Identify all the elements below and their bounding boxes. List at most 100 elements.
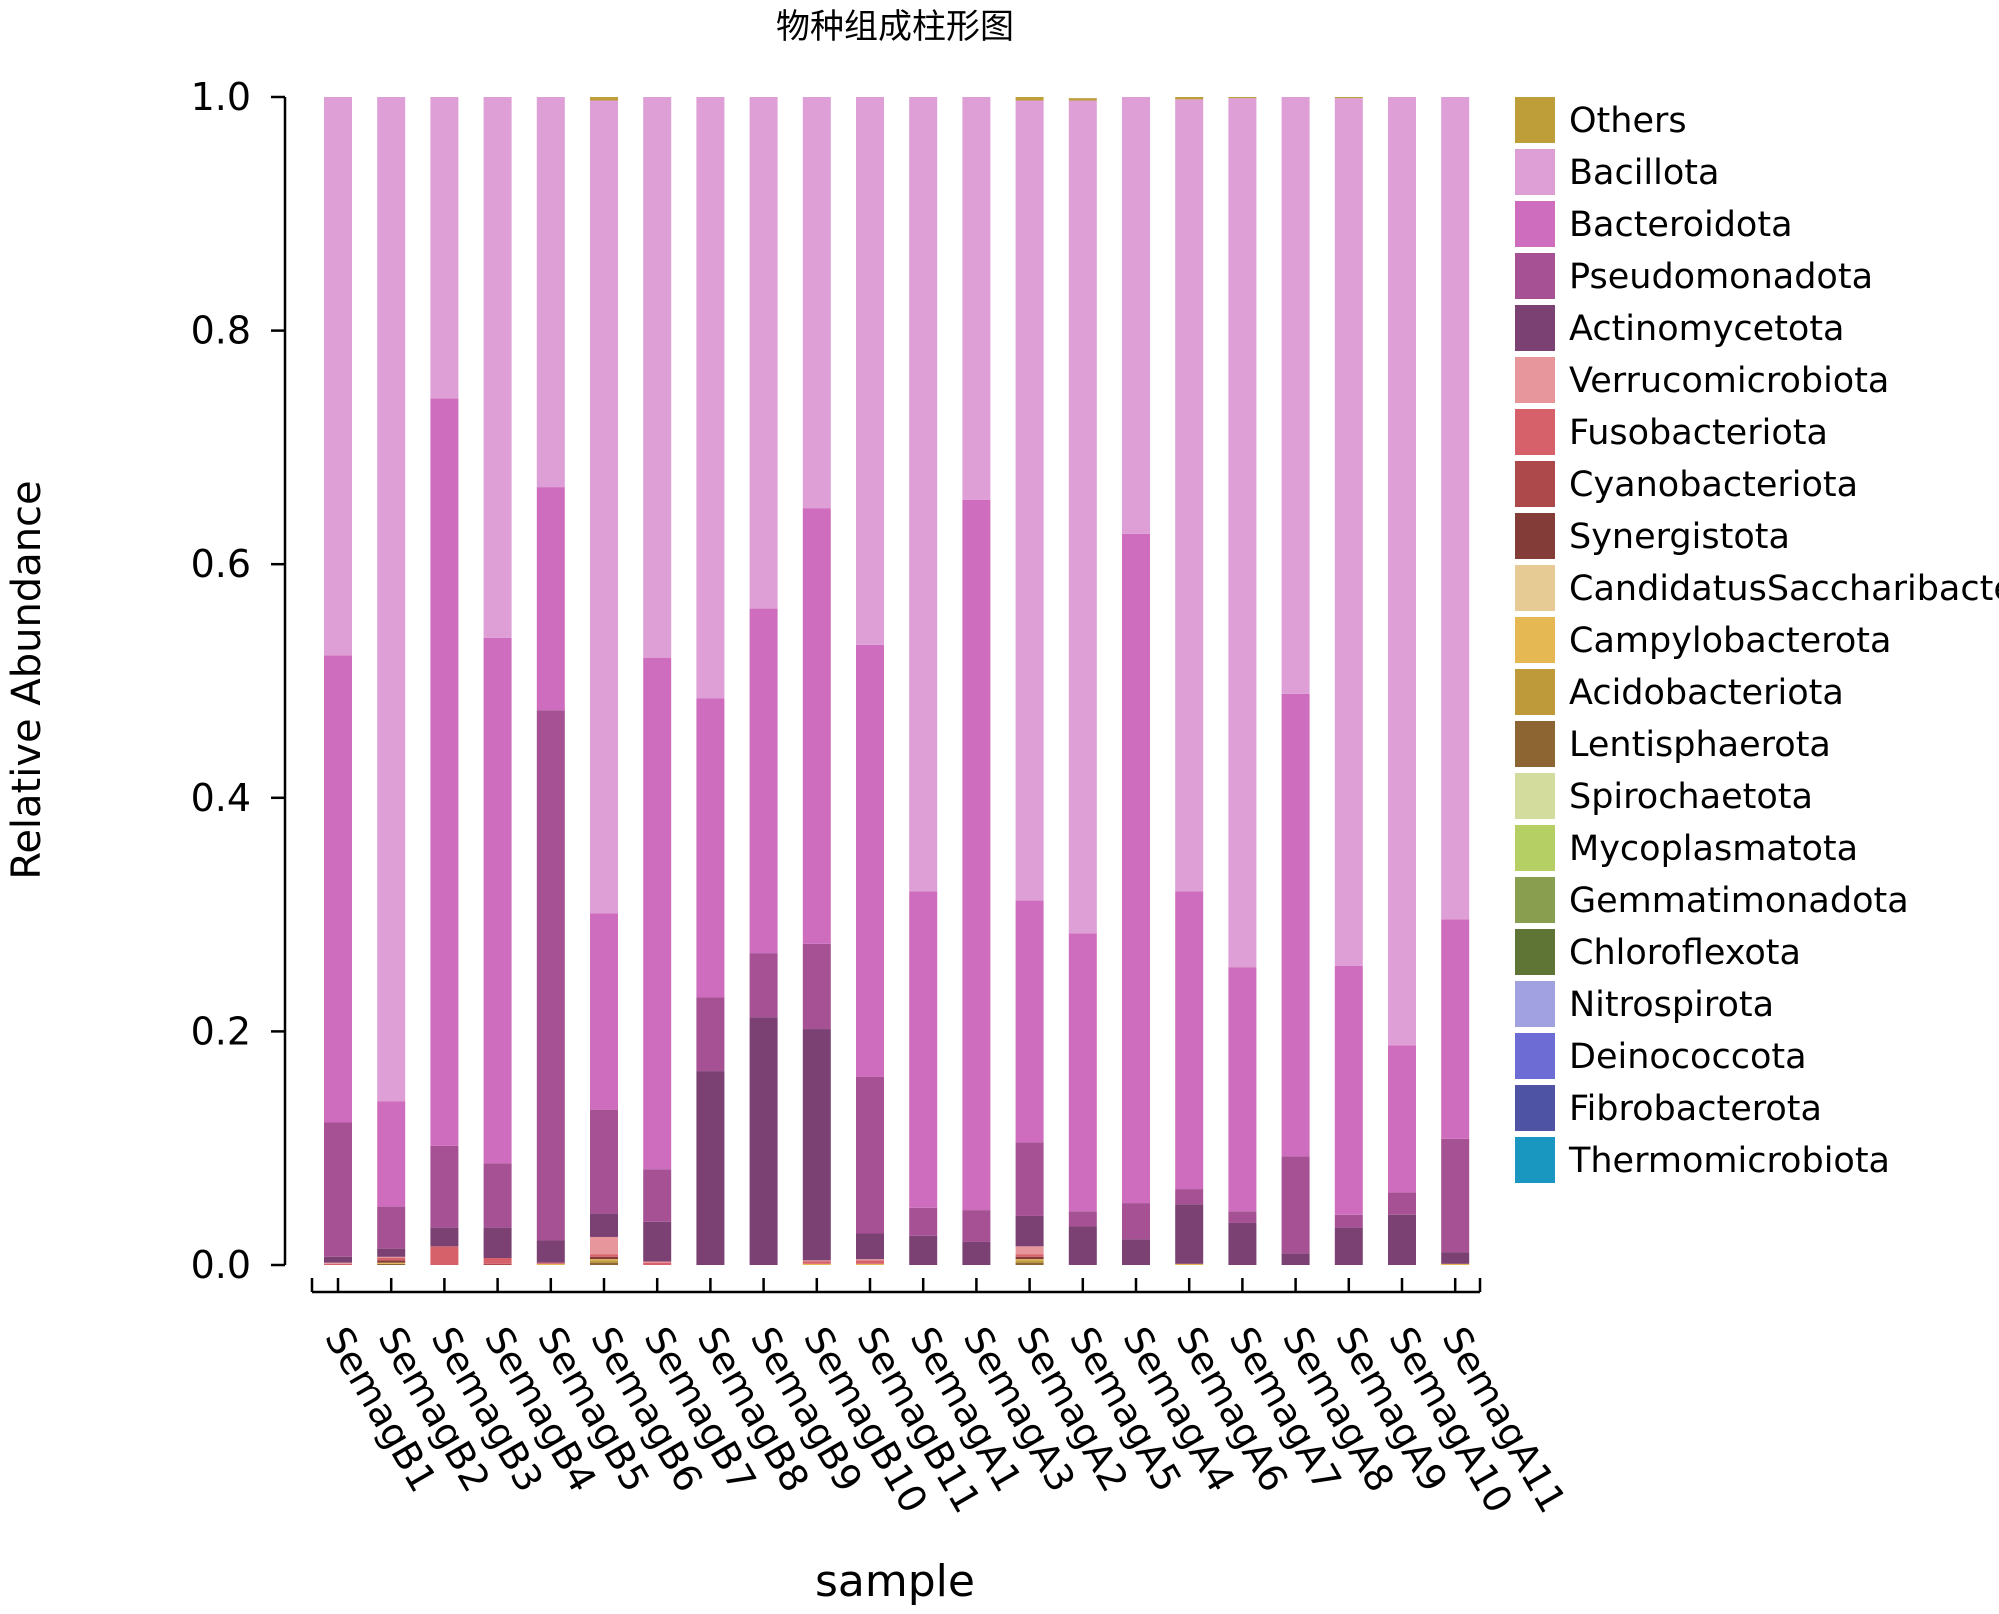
- legend-label: Cyanobacteriota: [1569, 465, 1858, 505]
- bar-segment-semagb11-verrucomicrobiota: [856, 1259, 884, 1261]
- legend-label: Synergistota: [1569, 517, 1790, 557]
- bar-segment-semaga5-actinomycetota: [1068, 1226, 1097, 1265]
- bar-segment-semagb6-lentisphaerota: [590, 1262, 618, 1265]
- bar-segment-semagb7-actinomycetota: [643, 1221, 672, 1262]
- bar-segment-semaga2-actinomycetota: [1015, 1215, 1044, 1247]
- bar-segment-semagb1-bacillota: [324, 97, 352, 656]
- bar-segment-semaga1-pseudomonadota: [909, 1207, 938, 1236]
- bar-segment-semagb10-bacillota: [802, 97, 831, 509]
- bar-segment-semagb6-acidobacteriota: [590, 1260, 618, 1263]
- bar-segment-semaga2-campylobacterota: [1015, 1259, 1044, 1261]
- bar-segment-semaga9-others: [1334, 97, 1363, 99]
- bar-segment-semagb1-bacteroidota: [324, 655, 352, 1123]
- bar-segment-semagb11-campylobacterota: [856, 1263, 884, 1265]
- bar-stack-semagb10: [802, 97, 831, 1265]
- bar-segment-semagb4-cyanobacteriota: [483, 1263, 512, 1265]
- bars-group: [324, 97, 1470, 1265]
- legend-label: Deinococcota: [1569, 1037, 1807, 1077]
- bar-segment-semaga9-bacteroidota: [1334, 965, 1363, 1215]
- legend-item-fusobacteriota: Fusobacteriota: [1515, 409, 1828, 455]
- legend-swatch: [1515, 669, 1555, 715]
- bar-segment-semagb10-pseudomonadota: [802, 943, 831, 1030]
- legend-item-campylobacterota: Campylobacterota: [1515, 617, 1891, 663]
- bar-segment-semaga1-bacteroidota: [909, 891, 938, 1208]
- bar-segment-semaga11-campylobacterota: [1441, 1263, 1470, 1265]
- legend-swatch: [1515, 357, 1555, 403]
- bar-stack-semaga3: [962, 97, 991, 1265]
- y-axis-label: Relative Abundance: [4, 480, 50, 879]
- bar-stack-semagb6: [590, 97, 618, 1265]
- bar-segment-semagb3-pseudomonadota: [430, 1145, 459, 1228]
- legend-item-chloroflexota: Chloroflexota: [1515, 929, 1801, 975]
- bar-stack-semagb3: [430, 97, 459, 1265]
- bar-segment-semagb6-campylobacterota: [590, 1259, 618, 1261]
- bar-segment-semagb1-verrucomicrobiota: [324, 1262, 352, 1264]
- bar-segment-semagb2-synergistota: [377, 1260, 406, 1263]
- legend-label: Chloroflexota: [1569, 933, 1801, 973]
- bar-segment-semaga7-pseudomonadota: [1228, 1211, 1257, 1223]
- bar-segment-semaga2-acidobacteriota: [1015, 1260, 1044, 1263]
- bar-segment-semaga10-pseudomonadota: [1388, 1192, 1416, 1215]
- bar-segment-semagb6-verrucomicrobiota: [590, 1236, 618, 1255]
- bar-stack-semagb1: [324, 97, 352, 1265]
- legend-item-thermomicrobiota: Thermomicrobiota: [1515, 1137, 1890, 1183]
- bar-segment-semagb11-actinomycetota: [856, 1233, 884, 1260]
- bar-segment-semaga8-pseudomonadota: [1281, 1156, 1310, 1254]
- bar-stack-semagb11: [856, 97, 884, 1265]
- bar-segment-semaga3-bacteroidota: [962, 499, 991, 1211]
- y-tick-label: 1.0: [191, 75, 251, 119]
- legend-item-fibrobacterota: Fibrobacterota: [1515, 1085, 1822, 1131]
- bar-segment-semaga11-actinomycetota: [1441, 1252, 1470, 1264]
- bar-stack-semagb4: [483, 97, 512, 1265]
- y-tick-label: 0.4: [191, 776, 251, 820]
- legend-swatch: [1515, 825, 1555, 871]
- bar-segment-semaga5-pseudomonadota: [1068, 1211, 1097, 1227]
- legend-label: Spirochaetota: [1569, 777, 1813, 817]
- bar-segment-semagb7-bacillota: [643, 97, 672, 658]
- bar-stack-semaga9: [1334, 97, 1363, 1265]
- legend-item-deinococcota: Deinococcota: [1515, 1033, 1807, 1079]
- bar-segment-semaga9-pseudomonadota: [1334, 1214, 1363, 1228]
- bar-segment-semaga10-bacteroidota: [1388, 1045, 1416, 1193]
- bar-segment-semaga5-bacillota: [1068, 100, 1097, 934]
- bar-segment-semagb9-bacteroidota: [749, 608, 778, 954]
- bar-segment-semaga9-bacillota: [1334, 98, 1363, 966]
- bar-stack-semagb8: [696, 97, 725, 1265]
- bar-segment-semaga7-bacillota: [1228, 98, 1257, 968]
- legend-item-lentisphaerota: Lentisphaerota: [1515, 721, 1831, 767]
- legend-label: Fusobacteriota: [1569, 413, 1828, 453]
- bar-segment-semagb6-synergistota: [590, 1256, 618, 1260]
- bar-segment-semagb2-actinomycetota: [377, 1248, 406, 1257]
- legend-swatch: [1515, 773, 1555, 819]
- legend-swatch: [1515, 305, 1555, 351]
- bar-segment-semagb3-actinomycetota: [430, 1227, 459, 1247]
- bar-segment-semagb5-bacillota: [536, 97, 565, 488]
- bar-segment-semagb5-actinomycetota: [536, 1240, 565, 1263]
- legend-item-pseudomonadota: Pseudomonadota: [1515, 253, 1873, 299]
- bar-stack-semaga11: [1441, 97, 1470, 1265]
- legend-item-bacillota: Bacillota: [1515, 149, 1719, 195]
- bar-segment-semaga2-synergistota: [1015, 1256, 1044, 1260]
- y-tick-label: 0.0: [191, 1243, 251, 1287]
- axes-group: 0.00.20.40.60.81.0SemagB1SemagB2SemagB3S…: [191, 75, 1575, 1520]
- legend-item-candidatussaccharibacteria: CandidatusSaccharibacteria: [1515, 565, 1999, 611]
- bar-stack-semagb7: [643, 97, 672, 1265]
- legend-swatch: [1515, 201, 1555, 247]
- bar-segment-semagb11-fusobacteriota: [856, 1260, 884, 1264]
- bar-segment-semaga2-verrucomicrobiota: [1015, 1246, 1044, 1255]
- bar-segment-semagb9-pseudomonadota: [749, 953, 778, 1018]
- bar-segment-semagb4-fusobacteriota: [483, 1257, 512, 1264]
- bar-segment-semaga10-bacillota: [1388, 97, 1416, 1046]
- bar-segment-semaga7-bacteroidota: [1228, 967, 1257, 1212]
- bar-segment-semaga3-bacillota: [962, 97, 991, 500]
- bar-segment-semaga8-bacteroidota: [1281, 693, 1310, 1157]
- bar-segment-semaga4-bacillota: [1122, 97, 1150, 534]
- bar-segment-semaga6-bacteroidota: [1175, 891, 1204, 1190]
- bar-segment-semaga2-others: [1015, 97, 1044, 101]
- legend: Others Bacillota Bacteroidota Pseudomonadot…: [1515, 97, 1999, 1183]
- legend-label: CandidatusSaccharibacteria: [1569, 569, 1999, 609]
- bar-segment-semagb11-bacillota: [856, 97, 884, 645]
- bar-segment-semagb7-bacteroidota: [643, 657, 672, 1170]
- legend-label: Fibrobacterota: [1569, 1089, 1822, 1129]
